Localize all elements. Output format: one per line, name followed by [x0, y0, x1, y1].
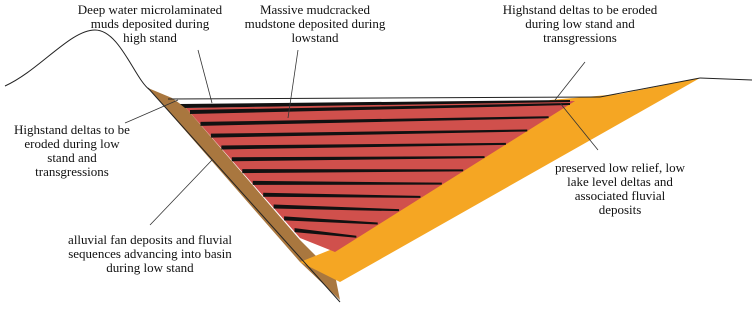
- label-line: muds deposited during: [91, 16, 210, 31]
- right-land: [700, 78, 752, 80]
- leader: [198, 50, 212, 103]
- label-line: Highstand deltas to be: [14, 122, 130, 137]
- label-line: Deep water microlaminated: [78, 2, 223, 17]
- label-line: associated fluvial: [575, 188, 666, 203]
- leader: [555, 62, 585, 100]
- label-line: Highstand deltas to be eroded: [503, 2, 658, 17]
- leader: [150, 160, 212, 225]
- label-line: sequences advancing into basin: [68, 246, 232, 261]
- label-line: transgressions: [543, 30, 617, 45]
- label-line: high stand: [123, 30, 177, 45]
- label-line: deposits: [599, 202, 642, 217]
- label-line: during low stand and: [525, 16, 635, 31]
- label-line: lake level deltas and: [567, 174, 673, 189]
- label-line: stand and: [47, 150, 97, 165]
- lake-surface: [168, 97, 600, 99]
- label-line: Massive mudcracked: [260, 2, 371, 17]
- label-line: lowstand: [292, 30, 339, 45]
- diagram: Deep water microlaminatedmuds deposited …: [0, 0, 752, 311]
- label-line: during low stand: [106, 260, 194, 275]
- label-line: eroded during low: [24, 136, 120, 151]
- label-line: mudstone deposited during: [245, 16, 386, 31]
- label-line: preserved low relief, low: [555, 160, 686, 175]
- label-line: transgressions: [35, 164, 109, 179]
- label-line: alluvial fan deposits and fluvial: [68, 232, 232, 247]
